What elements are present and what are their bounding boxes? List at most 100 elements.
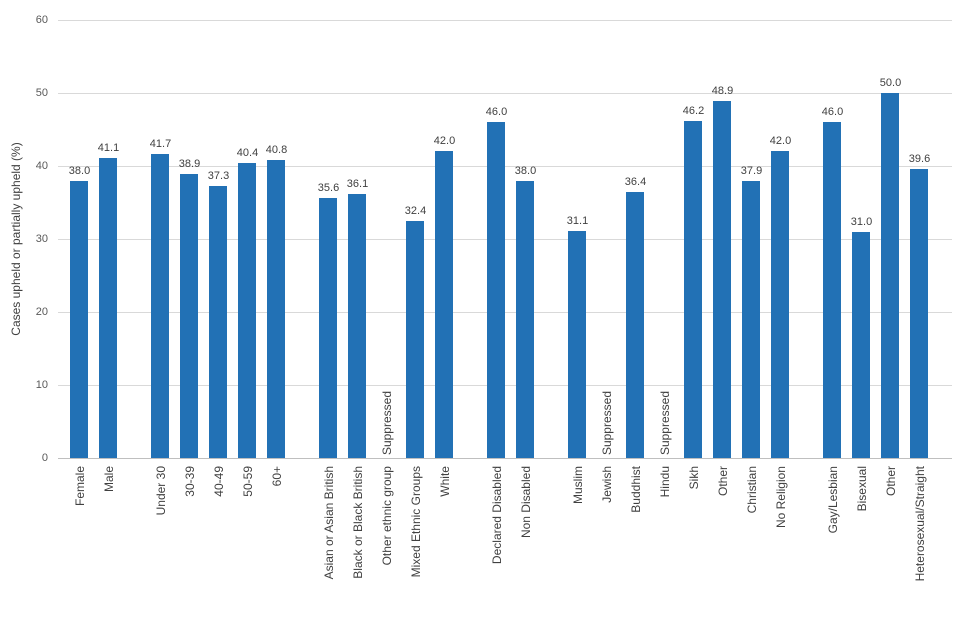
bar — [267, 160, 285, 458]
bar-column: 40.4 — [237, 20, 258, 458]
bar — [852, 231, 870, 458]
bar-column: 39.6 — [909, 20, 930, 458]
x-label-area: Buddhist — [626, 458, 645, 633]
x-label-area: Jewish — [597, 458, 616, 633]
bar-column: 36.4 — [625, 20, 646, 458]
x-category-label: Male — [101, 466, 116, 493]
value-label: 37.3 — [207, 169, 230, 182]
bar — [180, 174, 198, 458]
bar — [406, 221, 424, 458]
x-label-area: Sikh — [684, 458, 703, 633]
bar-slot: 35.6 Asian or Asian British — [317, 20, 340, 633]
gridline — [58, 166, 952, 167]
bar — [823, 122, 841, 458]
x-category-label: 30-39 — [182, 466, 197, 497]
bar-column: 38.0 — [68, 20, 91, 458]
x-label-area: Heterosexual/Straight — [910, 458, 929, 633]
value-label: 48.9 — [711, 85, 734, 98]
x-label-area: Muslim — [568, 458, 587, 633]
bar — [516, 180, 534, 458]
bar — [771, 151, 789, 458]
x-category-label: Female — [72, 466, 87, 507]
x-label-area: Female — [70, 458, 89, 633]
bars-container: 38.0 Female 41.1 Male 41.7 Under 30 38.9 30-39 3… — [68, 20, 930, 633]
x-label-area: 30-39 — [180, 458, 199, 633]
value-label: 36.1 — [346, 178, 369, 191]
x-category-label: White — [437, 466, 452, 497]
value-label: 42.0 — [433, 135, 456, 148]
value-label: 38.0 — [514, 164, 537, 177]
bar-column: 42.0 — [433, 20, 456, 458]
bar-column: 48.9 — [711, 20, 734, 458]
x-category-label: Black or Black British — [350, 466, 365, 579]
bar-column: Suppressed — [377, 20, 396, 458]
bar-column: 38.0 — [514, 20, 537, 458]
x-axis-line — [58, 458, 952, 459]
bar-slot: 38.0 Female — [68, 20, 91, 633]
gridline — [58, 239, 952, 240]
bar-slot: 46.0 Declared Disabled — [486, 20, 507, 633]
bar — [319, 198, 337, 458]
value-label: 38.9 — [178, 158, 201, 171]
bar-column: Suppressed — [655, 20, 674, 458]
bar-slot: 39.6 Heterosexual/Straight — [909, 20, 930, 633]
y-tick-label: 50 — [35, 87, 48, 99]
y-tick-label: 10 — [35, 379, 48, 391]
gridlines — [58, 20, 952, 459]
x-label-area: Bisexual — [852, 458, 871, 633]
value-label: 37.9 — [740, 165, 763, 178]
bar-column: 46.0 — [486, 20, 507, 458]
x-category-label: Muslim — [570, 466, 585, 504]
x-label-area: Hindu — [655, 458, 674, 633]
bar-slot: Suppressed Jewish — [597, 20, 616, 633]
value-label: 41.1 — [97, 141, 120, 154]
bar-column: 42.0 — [770, 20, 791, 458]
x-category-label: Bisexual — [854, 466, 869, 512]
suppressed-label: Suppressed — [657, 390, 672, 455]
y-tick-label: 40 — [35, 160, 48, 172]
y-tick-label: 30 — [35, 233, 48, 245]
value-label: 31.0 — [850, 215, 873, 228]
bar-slot: Suppressed Other ethnic group — [377, 20, 396, 633]
x-category-label: No Religion — [773, 466, 788, 529]
x-label-area: Gay/Lesbian — [823, 458, 842, 633]
bar — [151, 153, 169, 458]
x-category-label: Christian — [744, 466, 759, 514]
bar-column: 41.1 — [97, 20, 120, 458]
bar-slot: 40.4 50-59 — [237, 20, 258, 633]
x-category-label: Other ethnic group — [379, 466, 394, 566]
bar-slot: 46.2 Sikh — [683, 20, 704, 633]
bar-column: 35.6 — [317, 20, 340, 458]
bar-column: 32.4 — [405, 20, 426, 458]
x-category-label: Hindu — [657, 466, 672, 498]
y-tick-label: 20 — [35, 306, 48, 318]
bar-column: 37.9 — [740, 20, 763, 458]
bar-column: 37.3 — [207, 20, 230, 458]
value-label: 38.0 — [68, 164, 91, 177]
bar-slot: 48.9 Other — [711, 20, 734, 633]
bar — [435, 151, 453, 458]
bar-group-age: 41.7 Under 30 38.9 30-39 37.3 40-49 40.4 50-59 4… — [150, 20, 288, 633]
bar — [910, 168, 928, 458]
x-label-area: Other — [881, 458, 900, 633]
bar-group-sexual-orientation: 46.0 Gay/Lesbian 31.0 Bisexual 50.0 Other 39.6… — [822, 20, 930, 633]
suppressed-label: Suppressed — [379, 390, 394, 455]
bar-slot: 42.0 White — [433, 20, 456, 633]
x-category-label: Declared Disabled — [489, 466, 504, 565]
value-label: 35.6 — [317, 182, 340, 195]
x-label-area: Other ethnic group — [377, 458, 396, 633]
value-label: 40.8 — [265, 144, 288, 157]
bar-slot: 36.1 Black or Black British — [346, 20, 369, 633]
x-label-area: 50-59 — [238, 458, 257, 633]
x-label-area: 60+ — [267, 458, 286, 633]
gridline — [58, 93, 952, 94]
bar — [487, 122, 505, 458]
bar-column: 41.7 — [150, 20, 171, 458]
x-category-label: Buddhist — [628, 466, 643, 513]
x-label-area: Non Disabled — [516, 458, 535, 633]
y-tick-label: 60 — [35, 14, 48, 26]
x-label-area: Mixed Ethnic Groups — [406, 458, 425, 633]
bar — [568, 230, 586, 458]
bar — [70, 180, 88, 458]
